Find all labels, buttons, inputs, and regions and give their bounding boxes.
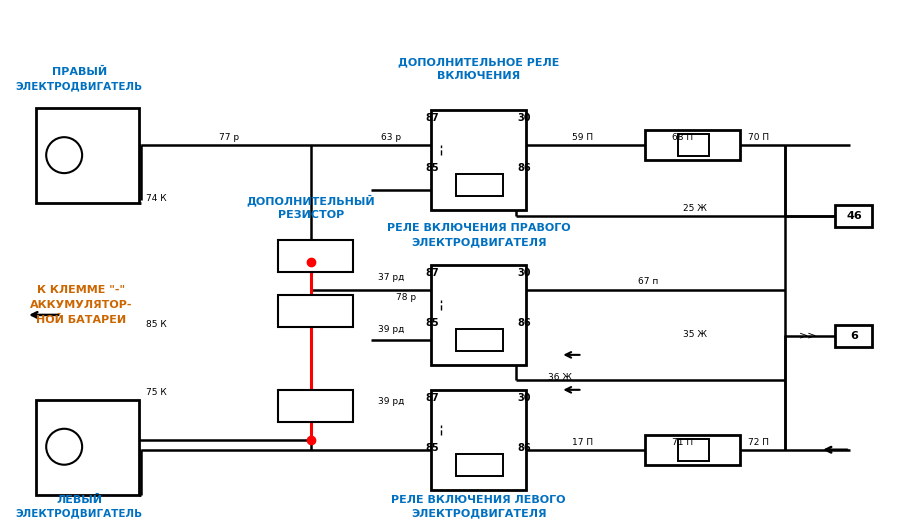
Text: 39 рд: 39 рд — [377, 325, 404, 335]
Text: 85: 85 — [425, 443, 438, 453]
Bar — [36, 108, 140, 203]
Text: ДОПОЛНИТЕЛЬНЫЙ: ДОПОЛНИТЕЛЬНЫЙ — [247, 194, 375, 206]
Bar — [455, 174, 502, 196]
Text: ЭЛЕКТРОДВИГАТЕЛЬ: ЭЛЕКТРОДВИГАТЕЛЬ — [15, 509, 143, 519]
Text: 39 рд: 39 рд — [377, 397, 404, 406]
Bar — [455, 329, 502, 351]
Text: 86: 86 — [518, 163, 531, 173]
Text: ЭЛЕКТРОДВИГАТЕЛЯ: ЭЛЕКТРОДВИГАТЕЛЯ — [410, 509, 546, 519]
Text: 87: 87 — [425, 393, 438, 403]
Text: 30: 30 — [518, 393, 531, 403]
Bar — [278, 390, 353, 422]
Text: 74 К: 74 К — [146, 193, 166, 202]
Text: 30: 30 — [518, 268, 531, 278]
Text: 86: 86 — [518, 443, 531, 453]
Text: АККУМУЛЯТОР-: АККУМУЛЯТОР- — [30, 300, 132, 310]
Bar — [278, 240, 353, 272]
Text: 86: 86 — [518, 318, 531, 328]
Text: ЭЛЕКТРОДВИГАТЕЛЬ: ЭЛЕКТРОДВИГАТЕЛЬ — [15, 81, 143, 91]
Text: 30: 30 — [518, 113, 531, 123]
Text: НОЙ БАТАРЕИ: НОЙ БАТАРЕИ — [36, 315, 126, 325]
Bar — [431, 110, 526, 210]
Text: ПРАВЫЙ: ПРАВЫЙ — [51, 67, 107, 77]
Text: 25 Ж: 25 Ж — [683, 203, 707, 212]
Bar — [645, 435, 740, 465]
Text: 36 Ж: 36 Ж — [548, 373, 572, 383]
Text: 72 П: 72 П — [748, 438, 769, 447]
Bar — [455, 454, 502, 476]
Text: РЕЗИСТОР: РЕЗИСТОР — [278, 210, 344, 220]
Bar — [835, 205, 872, 227]
Text: 85 К: 85 К — [146, 320, 166, 329]
Text: 78 р: 78 р — [396, 294, 416, 302]
Text: ДОПОЛНИТЕЛЬНОЕ РЕЛЕ: ДОПОЛНИТЕЛЬНОЕ РЕЛЕ — [398, 57, 559, 67]
Bar — [36, 400, 140, 495]
Text: 59 П: 59 П — [572, 133, 593, 142]
Bar — [835, 325, 872, 347]
Text: 87: 87 — [425, 113, 438, 123]
Text: 46: 46 — [846, 211, 862, 221]
Text: 63 р: 63 р — [381, 133, 400, 142]
Text: 67 п: 67 п — [638, 278, 659, 287]
Text: 77 р: 77 р — [219, 133, 239, 142]
Text: РЕЛЕ ВКЛЮЧЕНИЯ ПРАВОГО: РЕЛЕ ВКЛЮЧЕНИЯ ПРАВОГО — [387, 223, 571, 233]
Text: 17 П: 17 П — [572, 438, 593, 447]
Text: 35 Ж: 35 Ж — [683, 330, 707, 339]
Text: 87: 87 — [425, 268, 438, 278]
Bar — [431, 265, 526, 365]
Text: 68 П: 68 П — [671, 133, 693, 142]
Text: 85: 85 — [425, 163, 438, 173]
Text: К КЛЕММЕ "-": К КЛЕММЕ "-" — [37, 285, 125, 295]
Text: 37 рд: 37 рд — [377, 274, 404, 282]
Bar — [431, 390, 526, 490]
Text: РЕЛЕ ВКЛЮЧЕНИЯ ЛЕВОГО: РЕЛЕ ВКЛЮЧЕНИЯ ЛЕВОГО — [392, 495, 566, 505]
Bar — [679, 439, 709, 461]
Bar — [679, 134, 709, 156]
Text: 70 П: 70 П — [748, 133, 769, 142]
Bar — [645, 130, 740, 160]
Text: >>: >> — [799, 331, 817, 341]
Text: ЛЕВЫЙ: ЛЕВЫЙ — [56, 495, 102, 505]
Text: 71 П: 71 П — [671, 438, 693, 447]
Text: 75 К: 75 К — [146, 388, 166, 397]
Text: 85: 85 — [425, 318, 438, 328]
Text: ЭЛЕКТРОДВИГАТЕЛЯ: ЭЛЕКТРОДВИГАТЕЛЯ — [410, 237, 546, 247]
Text: ВКЛЮЧЕНИЯ: ВКЛЮЧЕНИЯ — [437, 71, 520, 81]
Bar — [278, 295, 353, 327]
Text: 6: 6 — [850, 331, 858, 341]
